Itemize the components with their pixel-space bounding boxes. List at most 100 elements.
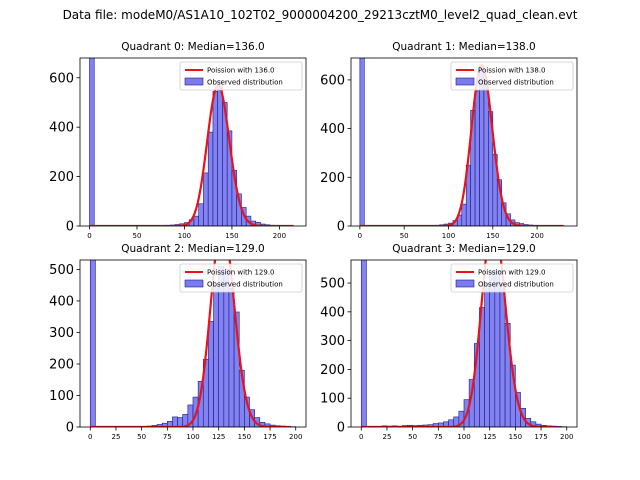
histogram-bar	[177, 417, 184, 427]
poisson-curve	[361, 260, 557, 427]
x-tick-label: 100	[442, 232, 455, 240]
legend-entry-poisson: Poission with 129.0	[207, 269, 275, 277]
x-tick-label: 100	[178, 232, 191, 240]
histogram-bar	[89, 58, 95, 226]
x-tick-label: 0	[88, 433, 92, 441]
legend-entry-observed: Observed distribution	[207, 79, 283, 87]
histogram-bar	[208, 321, 214, 427]
y-tick-label: 100	[49, 389, 74, 404]
y-tick-label: 600	[49, 71, 74, 86]
histogram-bar	[360, 260, 367, 427]
histogram-bar	[207, 131, 214, 226]
x-tick-label: 125	[212, 433, 225, 441]
legend-entry-poisson: Poission with 136.0	[207, 67, 275, 75]
y-tick-label: 600	[320, 73, 345, 88]
quadrant-0-plot: 0 50 100 150 200 0 200 400 600 Quadrant 0: Median…	[49, 41, 307, 240]
legend-frame	[450, 61, 574, 91]
quadrant-3-plot: 0 25 50 75 100 125 150 175 200 0 100 200 300 400 500 Qu…	[320, 243, 578, 441]
quadrant-2-title: Quadrant 2: Median=129.0	[121, 243, 264, 255]
x-tick-label: 50	[133, 232, 142, 240]
y-tick-label: 300	[320, 334, 345, 349]
x-tick-label: 0	[87, 232, 91, 240]
y-tick-label: 500	[49, 263, 74, 278]
histogram-bar	[484, 284, 490, 427]
x-tick-label: 175	[263, 433, 276, 441]
y-tick-label: 400	[320, 305, 345, 320]
histogram-bar	[213, 284, 219, 427]
histogram-bar	[217, 79, 223, 226]
y-tick-label: 0	[66, 421, 74, 436]
legend-entry-observed: Observed distribution	[478, 79, 554, 87]
y-tick-label: 200	[49, 357, 74, 372]
poisson-curve	[89, 84, 294, 226]
x-tick-label: 125	[483, 433, 496, 441]
legend-frame	[450, 263, 574, 293]
y-tick-label: 100	[320, 392, 345, 407]
y-tick-label: 400	[49, 121, 74, 136]
x-tick-label: 175	[534, 433, 547, 441]
legend-entry-observed: Observed distribution	[207, 281, 283, 289]
y-tick-label: 0	[337, 220, 345, 235]
x-tick-label: 25	[111, 433, 120, 441]
histogram-bar	[489, 271, 496, 427]
x-tick-label: 100	[186, 433, 199, 441]
histogram-bar	[233, 311, 240, 427]
quadrant-1-axes-frame	[350, 57, 578, 227]
y-tick-label: 400	[320, 122, 345, 137]
x-tick-label: 25	[382, 433, 391, 441]
y-tick-label: 200	[320, 363, 345, 378]
quadrant-3-data-layer	[360, 260, 568, 427]
x-tick-label: 50	[137, 433, 146, 441]
legend-frame	[179, 263, 303, 293]
quadrant-0-title: Quadrant 0: Median=136.0	[121, 41, 264, 53]
y-tick-label: 0	[337, 421, 345, 436]
x-tick-label: 0	[359, 433, 363, 441]
x-tick-label: 150	[509, 433, 522, 441]
figure-title: Data file: modeM0/AS1A10_102T02_90000042…	[62, 8, 578, 22]
legend-entry-observed: Observed distribution	[478, 281, 554, 289]
histogram-bar	[461, 203, 467, 226]
x-tick-label: 200	[273, 232, 286, 240]
y-tick-label: 300	[49, 326, 74, 341]
quadrant-0-axes-frame	[79, 57, 307, 227]
histogram-bar	[89, 260, 96, 427]
legend-entry-poisson: Poission with 138.0	[478, 67, 546, 75]
y-tick-label: 200	[320, 171, 345, 186]
x-tick-label: 0	[358, 232, 362, 240]
quadrant-2-legend: Poission with 129.0 Observed distribution	[179, 263, 303, 293]
histogram-bar	[483, 79, 489, 226]
histogram-bar	[359, 58, 365, 226]
histogram-bar	[494, 269, 501, 427]
quadrant-2-data-layer	[89, 260, 297, 427]
x-tick-label: 50	[400, 232, 409, 240]
x-tick-label: 150	[225, 232, 238, 240]
y-tick-label: 400	[49, 294, 74, 309]
x-tick-label: 150	[238, 433, 251, 441]
x-tick-label: 150	[486, 232, 499, 240]
histogram-bar	[474, 90, 480, 226]
quadrant-1-title: Quadrant 1: Median=138.0	[392, 41, 535, 53]
histogram-bar	[223, 269, 230, 427]
histogram-bar	[228, 288, 235, 427]
legend-bar-swatch	[184, 279, 204, 288]
legend-bar-swatch	[455, 279, 475, 288]
quadrant-3-legend: Poission with 129.0 Observed distribution	[450, 263, 574, 293]
histogram-bar	[203, 172, 209, 226]
quadrant-2-plot: 0 25 50 75 100 125 150 175 200 0 100 200 300 400 500 Qu…	[49, 243, 307, 441]
legend-frame	[179, 61, 303, 91]
poisson-curve	[90, 260, 291, 427]
y-tick-label: 0	[66, 220, 74, 235]
x-tick-label: 200	[289, 433, 302, 441]
legend-bar-swatch	[455, 77, 475, 86]
histogram-bar	[212, 91, 218, 226]
quadrant-1-legend: Poission with 138.0 Observed distribution	[450, 61, 574, 91]
x-tick-label: 200	[530, 232, 543, 240]
x-tick-label: 50	[408, 433, 417, 441]
x-tick-label: 75	[163, 433, 172, 441]
quadrant-3-title: Quadrant 3: Median=129.0	[392, 243, 535, 255]
x-tick-label: 75	[434, 433, 443, 441]
x-tick-label: 100	[457, 433, 470, 441]
y-tick-label: 200	[49, 170, 74, 185]
